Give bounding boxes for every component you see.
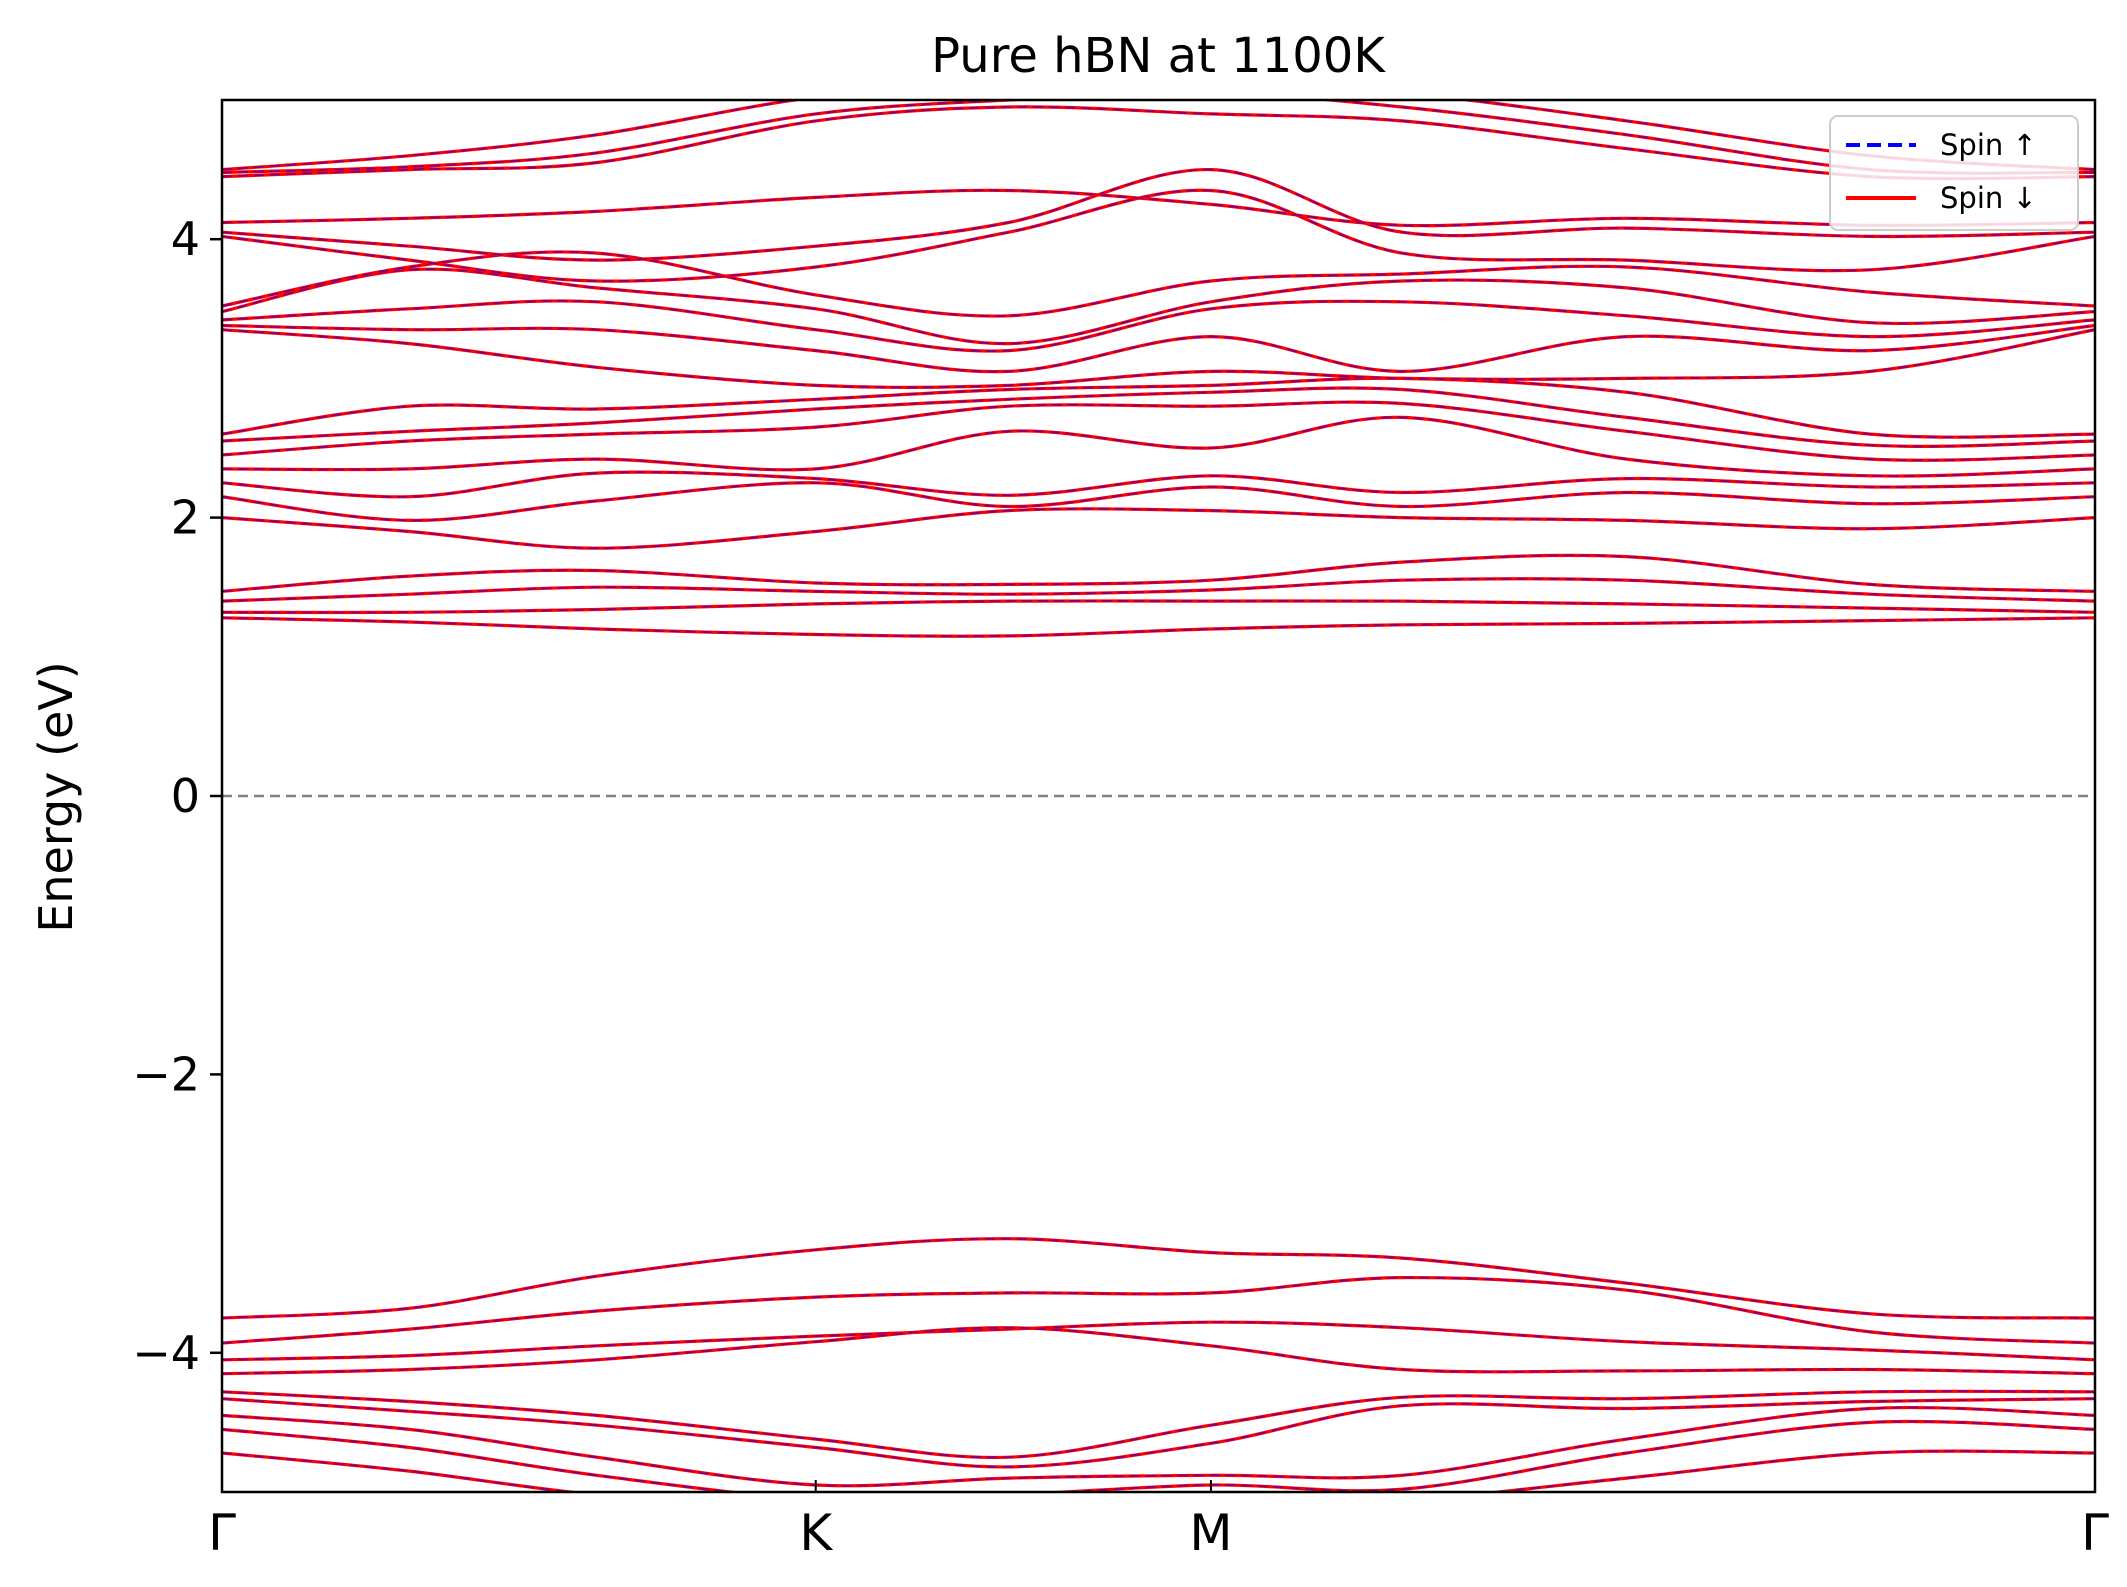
band-spin-up-7 — [222, 1420, 2095, 1492]
band-spin-down-30 — [222, 100, 2095, 172]
band-spin-down-4 — [222, 1389, 2095, 1460]
band-spin-up-13 — [222, 508, 2095, 550]
band-spin-up-3 — [222, 1326, 2095, 1375]
legend-spin-up-label: Spin ↑ — [1940, 128, 2037, 162]
band-spin-up-30 — [222, 100, 2095, 171]
band-spin-up-17 — [222, 401, 2095, 462]
band-spin-up-22 — [222, 300, 2095, 352]
y-tick-label: 2 — [171, 491, 200, 545]
band-spin-up-11 — [222, 577, 2095, 602]
band-spin-up-14 — [222, 481, 2095, 522]
band-spin-up-4 — [222, 1390, 2095, 1459]
bands-layer — [222, 100, 2095, 1492]
y-tick-label: −2 — [132, 1047, 200, 1101]
band-spin-down-0 — [222, 1237, 2095, 1320]
band-spin-up-1 — [222, 1276, 2095, 1344]
y-axis-label: Energy (eV) — [29, 661, 83, 932]
band-spin-up-18 — [222, 387, 2095, 448]
band-spin-down-20 — [222, 328, 2095, 389]
band-spin-up-28 — [222, 106, 2095, 180]
band-spin-up-12 — [222, 554, 2095, 593]
band-spin-up-25 — [222, 189, 2095, 282]
legend-spin-down-label: Spin ↓ — [1940, 181, 2037, 215]
y-tick-label: 4 — [171, 212, 200, 266]
band-spin-up-10 — [222, 600, 2095, 614]
band-spin-up-29 — [222, 100, 2095, 174]
band-spin-up-20 — [222, 328, 2095, 389]
legend: Spin ↑ Spin ↓ — [1829, 115, 2079, 231]
x-tick-label: M — [1189, 1504, 1232, 1562]
x-tick-label: Γ — [208, 1504, 236, 1562]
band-spin-down-15 — [222, 470, 2095, 499]
band-spin-up-27 — [222, 189, 2095, 227]
band-spin-down-17 — [222, 400, 2095, 462]
y-axis-ticks: −4 −2 0 2 4 — [132, 212, 222, 1380]
band-spin-down-24 — [222, 250, 2095, 318]
band-spin-up-23 — [222, 268, 2095, 345]
band-spin-up-8 — [222, 1450, 2095, 1492]
band-spin-up-9 — [222, 617, 2095, 638]
band-spin-up-24 — [222, 251, 2095, 317]
x-tick-label: Γ — [2081, 1504, 2109, 1562]
band-spin-up-0 — [222, 1237, 2095, 1319]
chart-title: Pure hBN at 1100K — [931, 28, 1386, 84]
band-spin-up-2 — [222, 1321, 2095, 1361]
band-spin-up-15 — [222, 471, 2095, 498]
band-spin-up-21 — [222, 324, 2095, 373]
band-spin-down-13 — [222, 507, 2095, 550]
y-tick-label: −4 — [132, 1326, 200, 1380]
band-spin-up-5 — [222, 1397, 2095, 1468]
x-tick-label: K — [799, 1504, 833, 1562]
band-spin-up-16 — [222, 416, 2095, 477]
band-spin-down-12 — [222, 553, 2095, 593]
band-spin-up-26 — [222, 168, 2095, 261]
band-spin-down-23 — [222, 267, 2095, 346]
band-spin-down-1 — [222, 1275, 2095, 1345]
band-spin-up-6 — [222, 1406, 2095, 1487]
band-spin-up-19 — [222, 377, 2095, 438]
y-tick-label: 0 — [171, 769, 200, 823]
